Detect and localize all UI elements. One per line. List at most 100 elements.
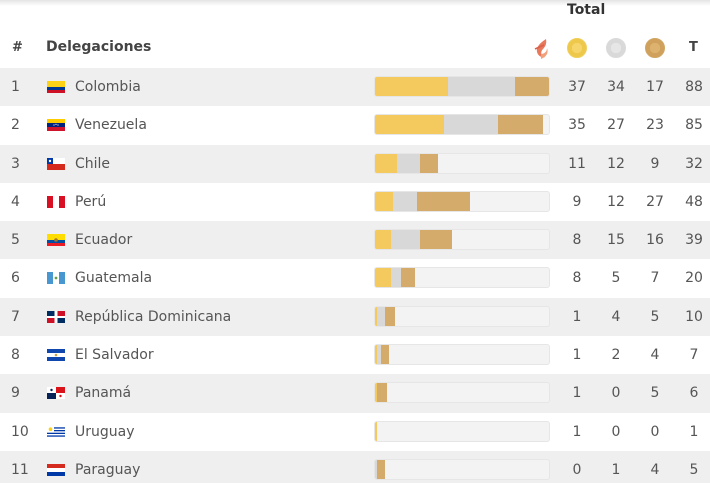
peru-flag-icon <box>47 195 65 208</box>
rank-value: 4 <box>11 193 20 210</box>
silver-count: 34 <box>607 79 625 95</box>
total-count: 88 <box>685 79 703 95</box>
bronze-count: 4 <box>650 461 660 478</box>
bronze-bar-segment <box>420 230 453 250</box>
gold-medal-icon[interactable] <box>567 38 587 58</box>
gold-count: 0 <box>572 461 582 478</box>
gold-count: 1 <box>572 347 582 364</box>
gold-bar-segment <box>375 153 397 173</box>
silver-bar-segment <box>390 230 421 250</box>
silver-bar-segment <box>392 191 417 211</box>
table-row[interactable]: 10 Uruguay 1 0 0 1 <box>0 412 710 451</box>
rank-value: 6 <box>11 270 20 287</box>
bronze-bar-segment <box>380 345 389 365</box>
silver-medal-icon[interactable] <box>606 38 626 58</box>
silver-count: 27 <box>607 117 625 134</box>
delegation-name[interactable]: Chile <box>75 155 111 172</box>
table-row[interactable]: 11 Paraguay 0 1 4 5 <box>0 450 710 483</box>
total-count: 10 <box>685 308 703 325</box>
table-row[interactable]: 8 El Salvador 1 2 4 7 <box>0 336 710 375</box>
silver-count: 5 <box>611 270 621 287</box>
bronze-count: 9 <box>650 155 660 172</box>
medal-bar <box>374 267 550 289</box>
dominicana-flag-icon <box>47 310 65 323</box>
table-row[interactable]: 4 Perú 9 12 27 48 <box>0 182 710 222</box>
silver-count: 4 <box>611 308 621 325</box>
gold-count: 1 <box>572 423 582 440</box>
delegation-name[interactable]: Venezuela <box>75 117 147 134</box>
total-count: 6 <box>689 385 699 402</box>
medal-bar <box>374 229 550 251</box>
gold-count: 37 <box>568 79 586 95</box>
medal-table: 1 Colombia 37 34 17 88 2 Venezuela 35 27 23 85 3 Chil… <box>0 68 710 483</box>
panama-flag-icon <box>47 387 65 400</box>
rank-value: 5 <box>11 232 20 249</box>
colombia-flag-icon <box>47 81 65 93</box>
bronze-bar-segment <box>497 115 544 135</box>
gold-bar-segment <box>375 306 377 326</box>
table-row[interactable]: 5 Ecuador 8 15 16 39 <box>0 221 710 260</box>
rank-value: 9 <box>11 385 20 402</box>
venezuela-flag-icon <box>47 119 65 132</box>
table-row[interactable]: 6 Guatemala 8 5 7 20 <box>0 259 710 298</box>
rank-value: 3 <box>11 155 20 172</box>
table-row[interactable]: 3 Chile 11 12 9 32 <box>0 144 710 183</box>
silver-bar-segment <box>376 345 381 365</box>
gold-count: 8 <box>572 232 582 249</box>
bronze-bar-segment <box>376 459 385 479</box>
bronze-count: 7 <box>650 270 660 287</box>
rank-value: 1 <box>11 79 20 95</box>
gold-count: 11 <box>568 155 586 172</box>
delegation-name[interactable]: Paraguay <box>75 461 141 478</box>
silver-bar-segment <box>390 268 401 288</box>
medal-bar <box>374 76 550 97</box>
bronze-bar-segment <box>515 77 549 96</box>
bronze-bar-segment <box>376 383 387 403</box>
silver-count: 12 <box>607 155 625 172</box>
bronze-count: 0 <box>650 423 660 440</box>
delegation-name[interactable]: Panamá <box>75 385 132 402</box>
silver-count: 15 <box>607 232 625 249</box>
silver-bar-segment <box>396 153 421 173</box>
rank-value: 2 <box>11 117 20 134</box>
table-row[interactable]: 1 Colombia 37 34 17 88 <box>0 68 710 107</box>
total-count: 5 <box>689 461 699 478</box>
total-count: 20 <box>685 270 703 287</box>
delegation-name[interactable]: Uruguay <box>75 423 135 440</box>
uruguay-flag-icon <box>47 425 65 438</box>
table-row[interactable]: 9 Panamá 1 0 5 6 <box>0 374 710 413</box>
paraguay-flag-icon <box>47 463 65 476</box>
medal-bar <box>374 382 550 404</box>
silver-count: 0 <box>611 385 621 402</box>
rank-value: 8 <box>11 347 20 364</box>
salvador-flag-icon <box>47 349 65 362</box>
total-count: 7 <box>689 347 699 364</box>
bronze-bar-segment <box>416 191 470 211</box>
gold-bar-segment <box>375 77 449 96</box>
bronze-medal-icon[interactable] <box>645 38 665 58</box>
gold-count: 1 <box>572 308 582 325</box>
bronze-count: 5 <box>650 385 660 402</box>
bronze-bar-segment <box>384 306 395 326</box>
delegation-name[interactable]: República Dominicana <box>75 308 232 325</box>
gold-count: 8 <box>572 270 582 287</box>
total-header[interactable]: T <box>689 40 698 55</box>
gold-bar-segment <box>375 345 377 365</box>
rank-value: 11 <box>11 461 29 478</box>
table-row[interactable]: 2 Venezuela 35 27 23 85 <box>0 106 710 145</box>
table-row[interactable]: 7 República Dominicana 1 4 5 10 <box>0 297 710 337</box>
bronze-count: 5 <box>650 308 660 325</box>
delegations-header[interactable]: Delegaciones <box>46 39 152 55</box>
medal-bar <box>374 305 550 327</box>
silver-bar-segment <box>376 306 385 326</box>
silver-count: 12 <box>607 193 625 210</box>
delegation-name[interactable]: Colombia <box>75 79 141 95</box>
delegation-name[interactable]: El Salvador <box>75 347 154 364</box>
total-column-label: Total <box>567 2 606 18</box>
silver-bar-segment <box>375 459 377 479</box>
delegation-name[interactable]: Ecuador <box>75 232 133 249</box>
bronze-count: 23 <box>646 117 664 134</box>
delegation-name[interactable]: Guatemala <box>75 270 153 287</box>
gold-count: 1 <box>572 385 582 402</box>
delegation-name[interactable]: Perú <box>75 193 107 210</box>
